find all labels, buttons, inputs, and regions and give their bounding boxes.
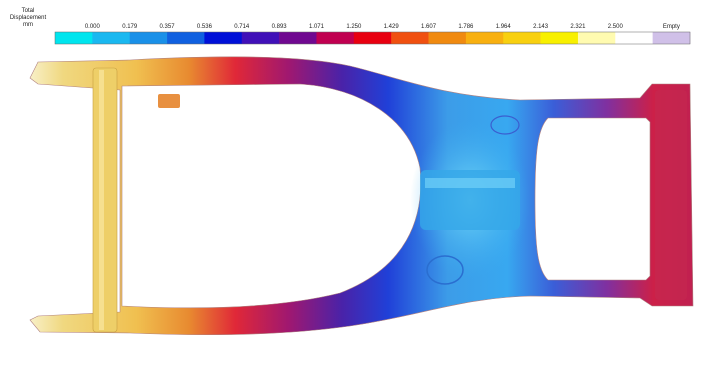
- legend-swatch: [466, 32, 504, 44]
- legend-label: 1.786: [458, 24, 474, 30]
- legend-swatch: [242, 32, 280, 44]
- legend-swatch: [429, 32, 467, 44]
- legend-swatch: [615, 32, 653, 44]
- legend-swatch: [578, 32, 616, 44]
- legend-label: Empty: [663, 24, 680, 30]
- legend-swatch: [354, 32, 392, 44]
- legend-swatch: [204, 32, 242, 44]
- legend-title: Total: [22, 8, 35, 14]
- color-legend: 0.000 0.179 0.357 0.536 0.714 0.893 1.071 1.250…: [55, 24, 690, 44]
- legend-swatch: [503, 32, 541, 44]
- legend-swatch: [279, 32, 317, 44]
- legend-label: 0.179: [122, 24, 138, 30]
- legend-label: 0.000: [85, 24, 101, 30]
- legend-swatch: [653, 32, 691, 44]
- legend-swatch: [167, 32, 205, 44]
- legend-label: 1.607: [421, 24, 437, 30]
- legend-label: 2.321: [570, 24, 586, 30]
- legend-label: 1.429: [384, 24, 400, 30]
- legend-label: 2.500: [608, 24, 624, 30]
- legend-title: mm: [23, 22, 33, 28]
- legend-label: 0.536: [197, 24, 213, 30]
- legend-label: 1.250: [346, 24, 362, 30]
- legend-swatch: [130, 32, 168, 44]
- legend-swatch: [391, 32, 429, 44]
- legend-swatch: [55, 32, 93, 44]
- legend-label: 0.893: [272, 24, 288, 30]
- legend-label: 1.964: [496, 24, 512, 30]
- legend-label: 1.071: [309, 24, 325, 30]
- legend-swatch: [92, 32, 130, 44]
- legend-swatch: [541, 32, 579, 44]
- swingarm-model: [30, 57, 693, 335]
- legend-label: 0.714: [234, 24, 250, 30]
- legend-swatch: [316, 32, 354, 44]
- legend-label: 2.143: [533, 24, 549, 30]
- fea-result-view: Total Displacement mm 0.000 0.179 0.357 0.5…: [0, 0, 702, 365]
- legend-title: Displacement: [10, 15, 47, 21]
- legend-label: 0.357: [160, 24, 176, 30]
